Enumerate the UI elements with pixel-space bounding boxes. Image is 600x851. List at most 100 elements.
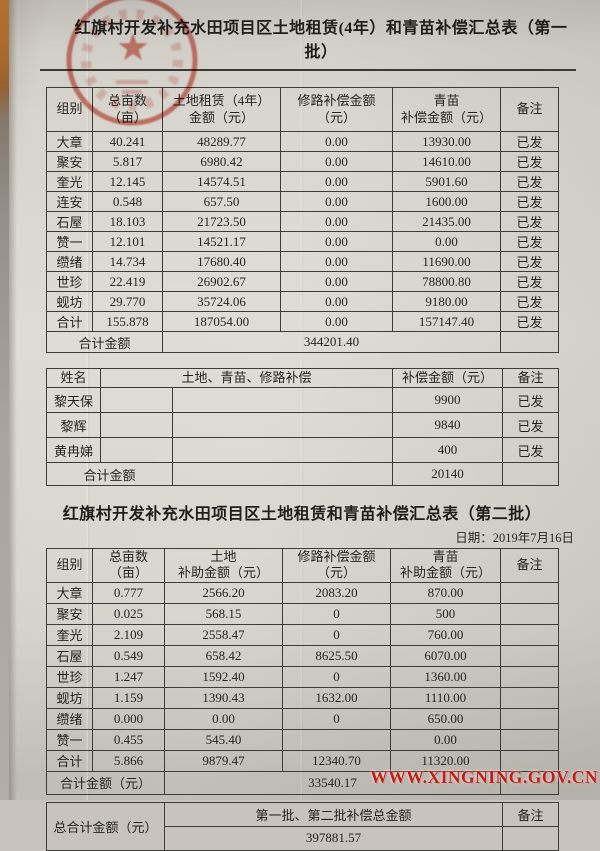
group-cell: 奎光 <box>46 171 93 192</box>
area-cell: 12.145 <box>92 171 163 192</box>
total-row: 合计金额（元） 33540.17 <box>46 770 559 795</box>
group-cell: 大章 <box>46 581 93 604</box>
header-land-subsidy: 土地 补助金额（元） <box>164 548 283 583</box>
land-cell: 2566.20 <box>164 581 283 604</box>
table-row: 合计 155.878 187054.00 0.00 157147.40 已发 <box>46 311 559 332</box>
header-road: 修路补偿金额 （元） <box>280 87 393 132</box>
note-cell: 已发 <box>500 231 559 252</box>
area-cell: 14.734 <box>92 251 163 272</box>
rent-cell: 14521.17 <box>162 231 281 252</box>
table-row: 石屋 0.549 658.42 8625.50 6070.00 <box>46 644 559 667</box>
road-cell: 0 <box>282 665 391 688</box>
table-row: 蚬坊 1.159 1390.43 1632.00 1110.00 <box>46 686 559 709</box>
seedling-cell: 760.00 <box>390 623 501 646</box>
road-cell: 0.00 <box>280 151 393 172</box>
grand-total-header: 第一批、第二批补偿总金额 <box>164 801 503 827</box>
area-cell: 0.000 <box>92 707 165 730</box>
total-label: 合计金额 <box>46 462 173 486</box>
road-cell: 1632.00 <box>282 686 391 709</box>
rent-cell: 35724.06 <box>162 291 281 312</box>
seedling-cell: 11690.00 <box>392 251 501 272</box>
document-sheet: 红旗村开发补充水田项目区土地租赁(4年）和青苗补偿汇总表（第一批） 组别 总亩数… <box>40 12 576 851</box>
group-cell: 蚬坊 <box>46 291 93 312</box>
rent-cell: 21723.50 <box>162 211 281 232</box>
table-row: 连安 0.548 657.50 0.00 1600.00 已发 <box>46 191 559 212</box>
group-cell: 连安 <box>46 191 93 212</box>
rent-cell: 26902.67 <box>162 271 281 292</box>
group-cell: 世珍 <box>46 665 93 688</box>
batch1-table: 组别 总亩数 （亩） 土地租赁（4年） 金额（元） 修路补偿金额 （元） 青苗 … <box>46 87 559 353</box>
seedling-cell: 650.00 <box>390 707 501 730</box>
area-cell: 29.770 <box>92 291 163 312</box>
blank-cell <box>171 387 394 413</box>
seedling-cell: 500 <box>390 602 501 625</box>
group-cell: 世珍 <box>46 271 93 292</box>
road-cell: 8625.50 <box>282 644 391 667</box>
road-cell: 0.00 <box>280 291 393 312</box>
seedling-cell: 13930.00 <box>392 131 501 152</box>
land-cell: 2558.47 <box>164 623 283 646</box>
amount-cell: 9900 <box>392 387 504 413</box>
table-row: 奎光 2.109 2558.47 0 760.00 <box>46 623 559 646</box>
note-cell <box>502 462 560 486</box>
road-cell: 0.00 <box>280 131 393 152</box>
group-cell: 合计 <box>46 749 93 772</box>
area-cell: 0.777 <box>92 581 165 604</box>
area-cell: 0.549 <box>92 644 165 667</box>
header-note: 备注 <box>502 368 560 388</box>
table-row: 赞一 0.455 545.40 0.00 <box>46 728 559 751</box>
note-cell: 已发 <box>500 151 559 172</box>
note-cell: 已发 <box>502 437 560 463</box>
land-cell: 568.15 <box>164 602 283 625</box>
total-value: 344201.40 <box>162 331 501 353</box>
blank-cell <box>171 437 394 463</box>
amount-cell: 400 <box>392 437 504 463</box>
road-cell: 0.00 <box>280 191 393 212</box>
header-group: 组别 <box>46 548 93 583</box>
table-header-row: 总合计金额（元） 第一批、第二批补偿总金额 备注 <box>46 801 559 851</box>
table-row: 蚬坊 29.770 35724.06 0.00 9180.00 已发 <box>46 291 559 312</box>
seedling-cell: 21435.00 <box>392 211 501 232</box>
road-cell: 0.00 <box>280 271 393 292</box>
note-cell <box>500 644 559 667</box>
area-cell: 40.241 <box>92 131 163 152</box>
seedling-cell: 5901.60 <box>392 171 501 192</box>
rent-cell: 657.50 <box>162 191 281 212</box>
seedling-cell: 6070.00 <box>390 644 501 667</box>
road-cell: 0.00 <box>280 211 393 232</box>
name-cell: 黎辉 <box>46 412 101 438</box>
group-cell: 聚安 <box>46 151 93 172</box>
blank-cell <box>100 387 173 413</box>
table-header-row: 姓名 土地、青苗、修路补偿 补偿金额（元） 备注 <box>46 368 560 388</box>
table-row: 聚安 5.817 6980.42 0.00 14610.00 已发 <box>46 151 559 172</box>
road-cell: 0 <box>282 707 391 730</box>
header-name: 姓名 <box>46 368 101 388</box>
note-cell: 已发 <box>502 412 560 438</box>
area-cell: 18.103 <box>92 211 163 232</box>
batch2-table: 组别 总亩数 （亩） 土地 补助金额（元） 修路补偿金额（元） 青苗 补助金额（… <box>46 548 559 795</box>
area-cell: 5.866 <box>92 749 165 772</box>
total-value: 20140 <box>392 462 504 486</box>
grand-total-table: 总合计金额（元） 第一批、第二批补偿总金额 备注 397881.57 <box>46 801 559 851</box>
area-cell: 22.419 <box>92 271 163 292</box>
note-cell: 已发 <box>500 251 559 272</box>
land-cell: 0.00 <box>164 707 283 730</box>
area-cell: 0.548 <box>92 191 163 212</box>
group-cell: 奎光 <box>46 623 93 646</box>
table-row: 聚安 0.025 568.15 0 500 <box>46 602 559 625</box>
blank-cell <box>100 437 173 463</box>
seedling-cell: 14610.00 <box>392 151 501 172</box>
grand-total-value: 397881.57 <box>164 825 503 851</box>
area-cell: 0.455 <box>92 728 165 751</box>
header-amount: 补偿金额（元） <box>392 368 504 388</box>
note-cell <box>500 665 559 688</box>
area-cell: 155.878 <box>92 311 163 332</box>
land-cell: 658.42 <box>164 644 283 667</box>
blank-cell <box>100 412 173 438</box>
road-cell: 0 <box>282 602 391 625</box>
header-seedling: 青苗 补助金额（元） <box>390 548 501 583</box>
date-label: 日期：2019年7月16日 <box>455 531 574 545</box>
amount-cell: 9840 <box>392 412 504 438</box>
table-row: 黎天保 9900 已发 <box>46 387 560 413</box>
website-watermark: WWW.XINGNING.GOV.CN <box>370 767 598 787</box>
